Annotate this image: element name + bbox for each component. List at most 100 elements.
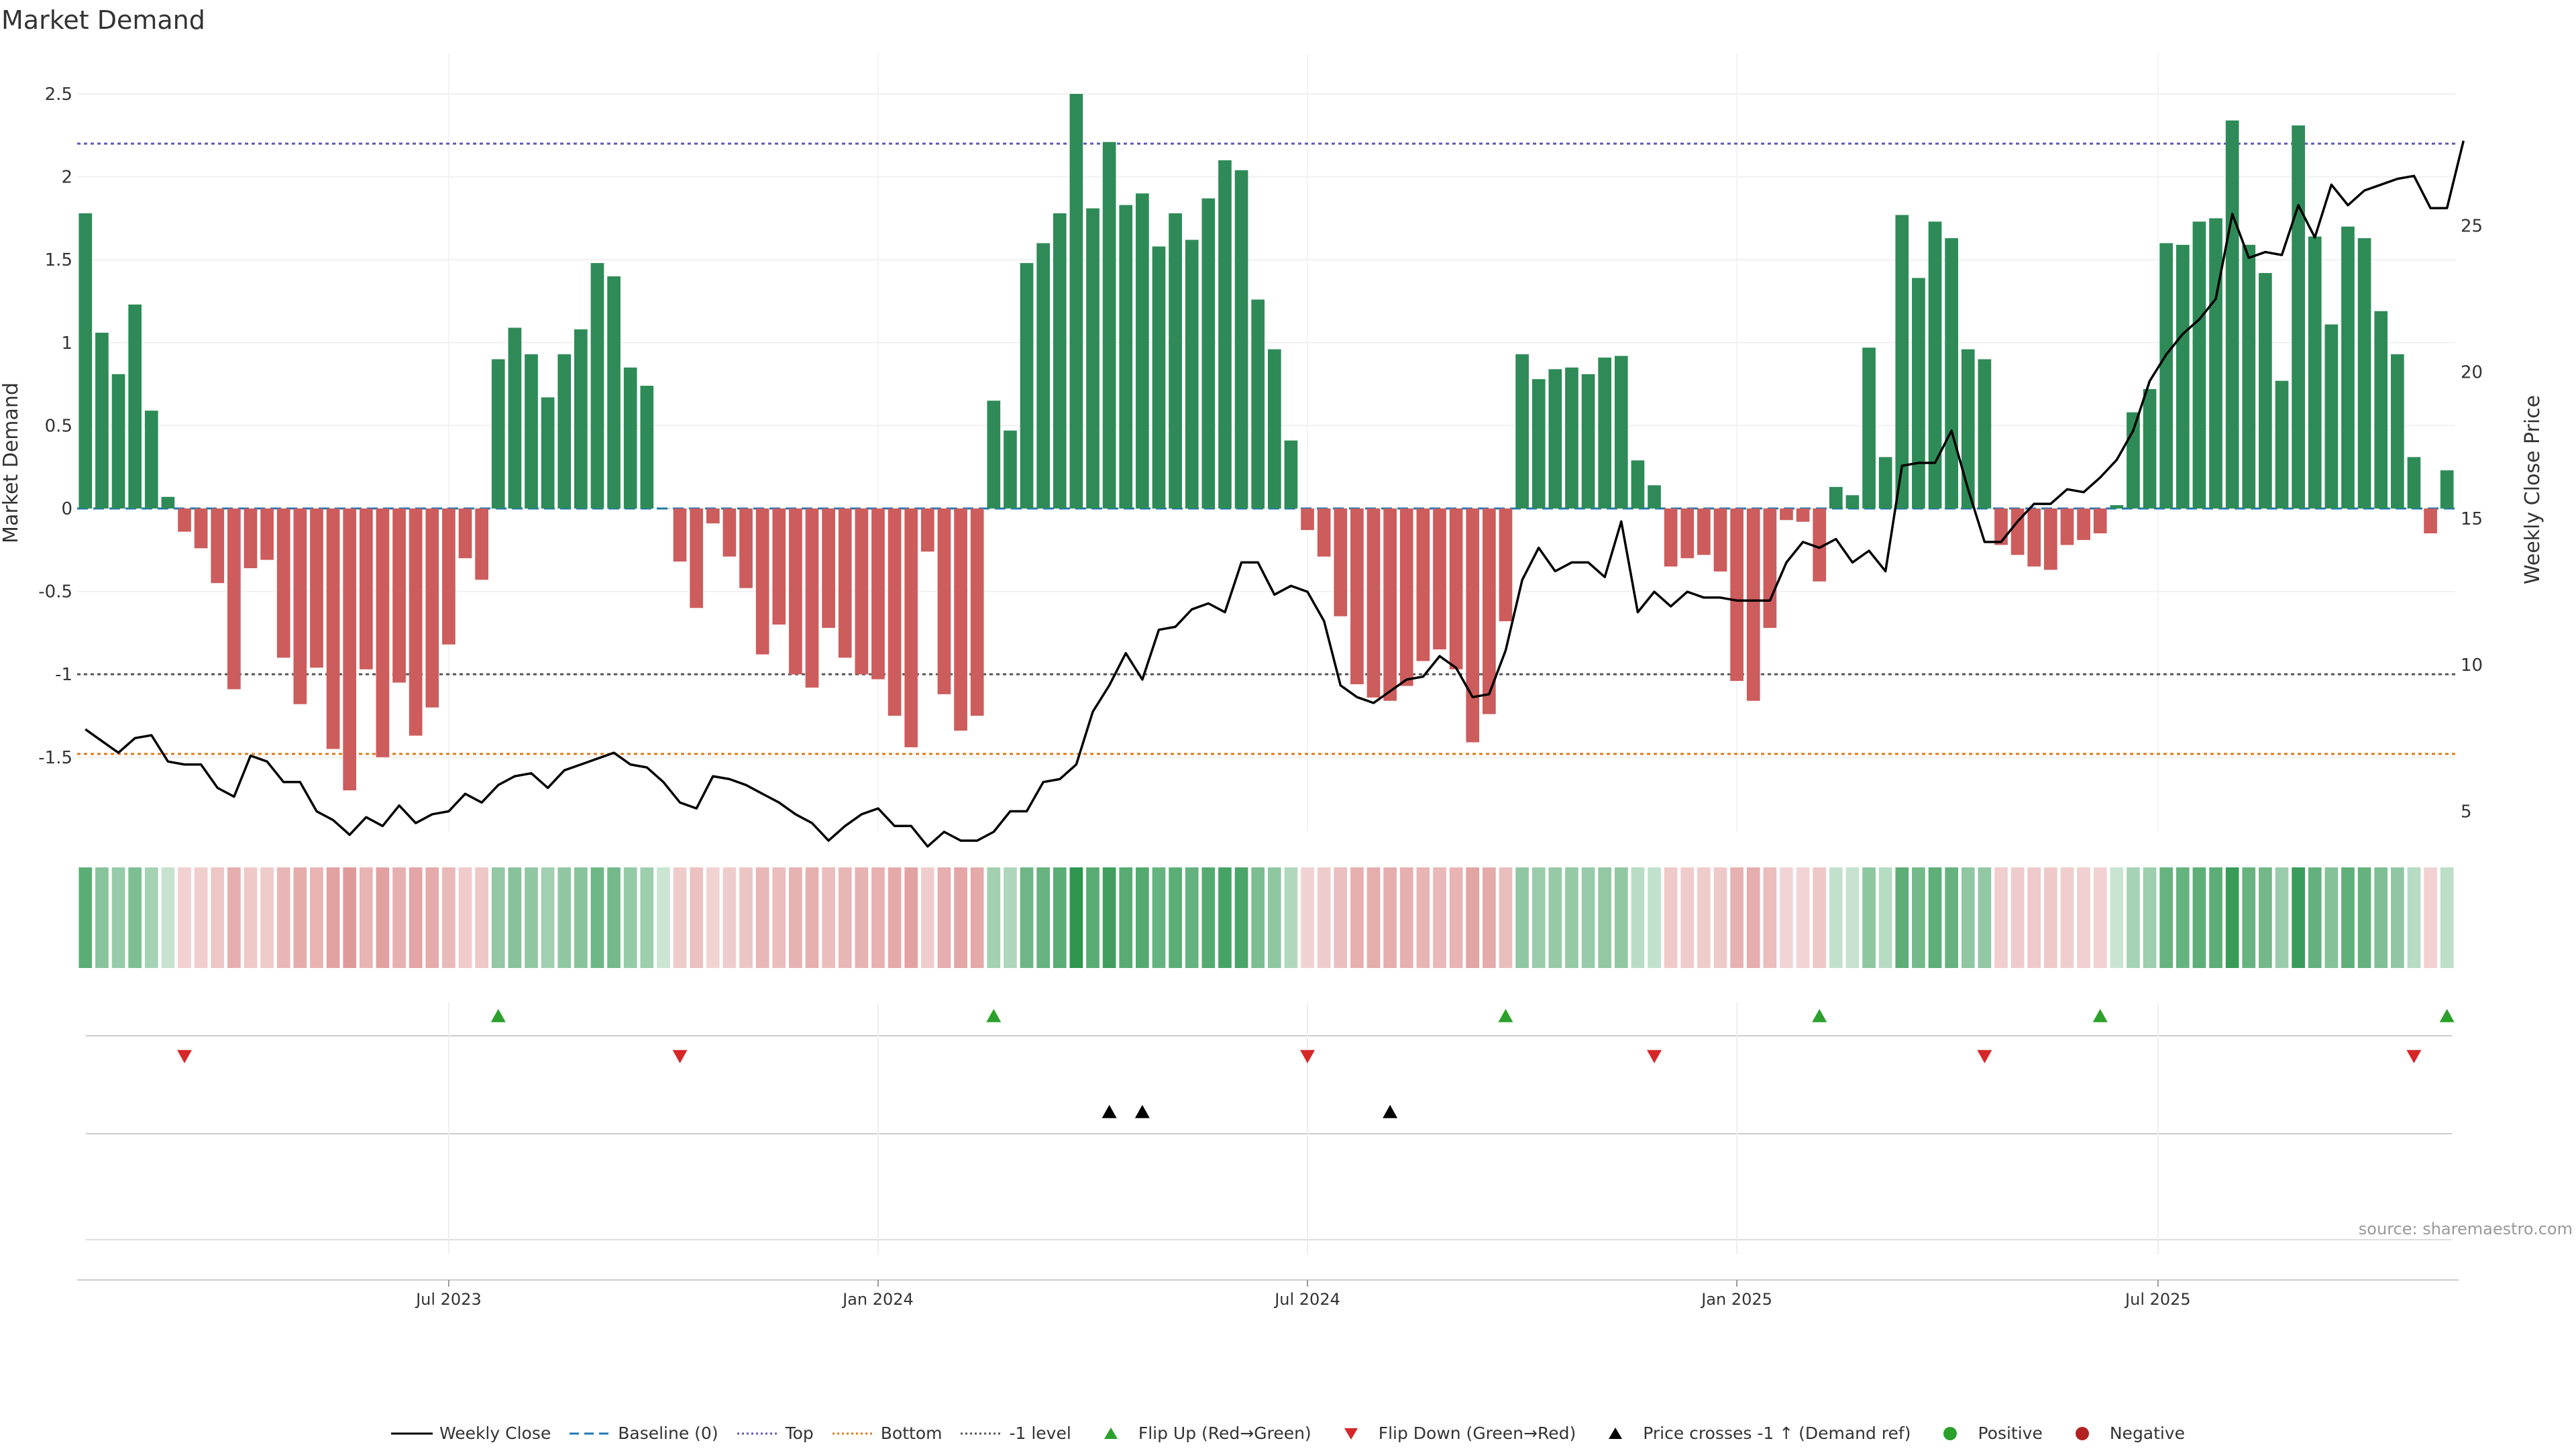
- heat-strip-cell: [2143, 867, 2157, 968]
- demand-bar: [1713, 508, 1727, 572]
- heat-strip-cell: [2225, 867, 2239, 968]
- y2-axis-label: Weekly Close Price: [2521, 395, 2544, 584]
- heat-strip-cell: [2275, 867, 2289, 968]
- demand-bar: [1862, 347, 1876, 508]
- dashed-line-icon: [570, 1432, 612, 1434]
- heat-strip-cell: [1548, 867, 1562, 968]
- demand-bar: [376, 508, 390, 757]
- heat-strip-cell: [1020, 867, 1034, 968]
- demand-bar: [425, 508, 439, 708]
- demand-bar: [2407, 457, 2421, 508]
- legend-label: Top: [785, 1424, 814, 1443]
- demand-bar: [1697, 508, 1711, 555]
- demand-bar: [623, 367, 637, 508]
- demand-bar: [970, 508, 984, 716]
- heat-strip-cell: [772, 867, 786, 968]
- demand-bar: [607, 276, 621, 508]
- demand-bar: [144, 411, 158, 508]
- event-rows: [86, 1003, 2455, 1254]
- heat-strip-cell: [557, 867, 572, 968]
- heat-strip-cell: [376, 867, 390, 968]
- demand-bar: [1020, 263, 1034, 508]
- demand-bar: [855, 508, 869, 675]
- dot-icon: [2075, 1426, 2089, 1440]
- weekly-close-polyline: [85, 140, 2465, 848]
- demand-bar: [2027, 508, 2041, 567]
- demand-bar: [111, 374, 125, 508]
- demand-bar: [755, 508, 769, 655]
- demand-bar: [310, 508, 323, 668]
- demand-bar: [244, 508, 258, 568]
- demand-bar: [904, 508, 918, 747]
- heat-strip-cell: [1399, 867, 1413, 968]
- demand-bar: [293, 508, 307, 704]
- demand-bar: [822, 508, 835, 628]
- heat-strip-cell: [128, 867, 142, 968]
- heat-strip-cell: [1895, 867, 1909, 968]
- demand-bar: [1598, 358, 1612, 508]
- demand-bar: [1631, 460, 1645, 508]
- demand-bar: [1334, 508, 1348, 616]
- heat-strip-cell: [2390, 867, 2404, 968]
- legend-label: -1 level: [1009, 1424, 1071, 1443]
- demand-bar: [1284, 440, 1298, 508]
- x-tick-label: Jan 2024: [841, 1290, 914, 1309]
- demand-bar: [1746, 508, 1760, 701]
- demand-bar: [1581, 374, 1595, 508]
- demand-bar: [2390, 354, 2404, 508]
- demand-bar: [1119, 205, 1133, 508]
- demand-bar: [1945, 238, 1958, 508]
- legend-label: Negative: [2109, 1424, 2186, 1443]
- heat-strip-cell: [2308, 867, 2322, 968]
- demand-bar: [359, 508, 373, 669]
- heat-strip-cell: [2159, 867, 2174, 968]
- legend: Weekly Close Baseline (0) Top Bottom -1 …: [0, 1424, 2576, 1443]
- demand-bar: [1416, 508, 1430, 661]
- demand-bar: [1301, 508, 1314, 531]
- weekly-close-line: [85, 140, 2465, 848]
- demand-bar: [772, 508, 786, 625]
- demand-bar: [1961, 349, 1975, 508]
- heat-strip-cell: [970, 867, 984, 968]
- demand-bar: [1086, 208, 1099, 508]
- demand-bar: [1664, 508, 1678, 567]
- heat-strip-cell: [244, 867, 258, 968]
- demand-bar: [937, 508, 951, 694]
- demand-bar: [706, 508, 720, 524]
- heat-strip-cell: [425, 867, 439, 968]
- demand-bar: [1004, 430, 1017, 508]
- heat-strip-cell: [1878, 867, 1892, 968]
- heat-strip-cell: [2027, 867, 2041, 968]
- demand-bar: [1730, 508, 1743, 682]
- heat-strip-cell: [1449, 867, 1463, 968]
- demand-bar: [1136, 193, 1149, 508]
- heat-strip-cell: [805, 867, 819, 968]
- demand-bar: [1912, 278, 1925, 508]
- heat-strip-cell: [409, 867, 423, 968]
- price-cross-marker: [1102, 1105, 1117, 1118]
- y-tick-label: 2.5: [45, 85, 72, 105]
- legend-item-bottom: Bottom: [832, 1424, 942, 1443]
- heat-strip-cell: [194, 867, 208, 968]
- heat-strip-cell: [1845, 867, 1860, 968]
- legend-item-minus-one: -1 level: [961, 1424, 1071, 1443]
- heat-strip-cell: [1978, 867, 1992, 968]
- legend-label: Flip Down (Green→Red): [1378, 1424, 1576, 1443]
- heat-strip-cell: [623, 867, 637, 968]
- y2-tick-label: 15: [2461, 509, 2483, 529]
- heat-strip-cell: [2357, 867, 2371, 968]
- legend-label: Price crosses -1 ↑ (Demand ref): [1643, 1424, 1911, 1443]
- heat-strip-cell: [1317, 867, 1331, 968]
- heat-strip-cell: [1648, 867, 1661, 968]
- price-cross-marker: [1383, 1105, 1398, 1118]
- demand-bar: [95, 332, 109, 508]
- demand-bar: [525, 354, 538, 508]
- demand-bar: [871, 508, 885, 680]
- heat-strip-cell: [1102, 867, 1116, 968]
- demand-bar: [475, 508, 488, 580]
- demand-bar: [1895, 215, 1909, 508]
- legend-item-weekly-close: Weekly Close: [390, 1424, 551, 1443]
- demand-bar: [2127, 412, 2140, 508]
- heat-strip-cell: [2407, 867, 2421, 968]
- demand-bar: [541, 397, 555, 508]
